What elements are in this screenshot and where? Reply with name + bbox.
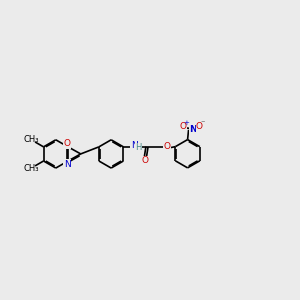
Text: N: N [189,125,197,134]
Text: +: + [184,119,189,125]
Text: ⁻: ⁻ [200,118,205,127]
Text: O: O [196,122,203,131]
Text: O: O [142,157,149,166]
Text: N: N [131,141,138,150]
Text: N: N [64,160,70,169]
Text: O: O [164,142,170,152]
Text: H: H [135,143,142,152]
Text: CH₃: CH₃ [23,164,39,172]
Text: O: O [180,122,187,131]
Text: O: O [64,140,70,148]
Text: CH₃: CH₃ [23,135,39,144]
